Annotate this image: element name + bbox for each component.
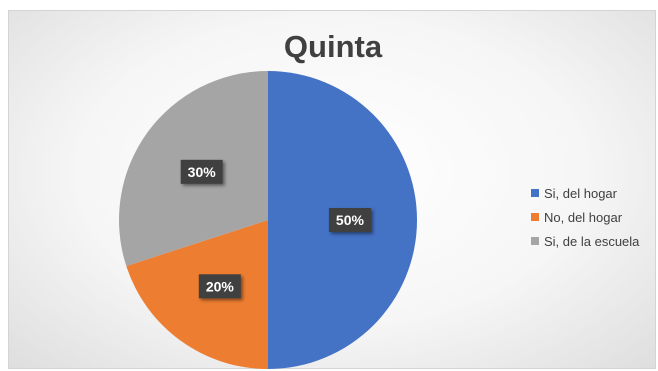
legend-item-si-de-la-escuela: Si, de la escuela (531, 229, 639, 253)
legend-swatch-no-del-hogar (531, 213, 539, 221)
chart-area: Quinta 50% 20% 30% Si, del hogar No, del h… (8, 10, 656, 369)
data-label-si-del-hogar: 50% (328, 208, 371, 232)
data-label-text-si-de-la-escuela: 30% (188, 164, 217, 180)
legend-item-si-del-hogar: Si, del hogar (531, 181, 639, 205)
legend-item-no-del-hogar: No, del hogar (531, 205, 639, 229)
data-label-text-no-del-hogar: 20% (206, 278, 235, 294)
pie-chart: 50% 20% 30% (118, 71, 417, 369)
legend-label-si-del-hogar: Si, del hogar (544, 185, 617, 201)
data-label-si-de-la-escuela: 30% (180, 159, 223, 184)
legend-label-si-de-la-escuela: Si, de la escuela (544, 233, 640, 249)
legend-swatch-si-del-hogar (531, 189, 539, 197)
pie-slice-no-del-hogar (126, 220, 269, 369)
chart-title: Quinta (283, 29, 383, 64)
legend-swatch-si-de-la-escuela (531, 237, 539, 245)
legend-label-no-del-hogar: No, del hogar (544, 209, 623, 225)
legend: Si, del hogar No, del hogar Si, de la es… (531, 181, 639, 253)
data-label-text-si-del-hogar: 50% (336, 212, 365, 228)
data-label-no-del-hogar: 20% (198, 274, 241, 299)
